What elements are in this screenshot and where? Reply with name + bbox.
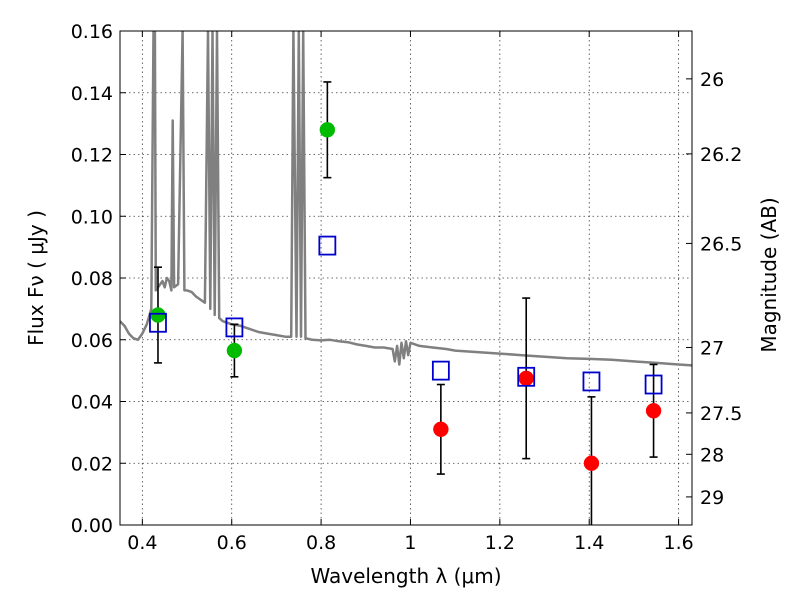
y-tick-label: 0.02 [71,453,113,475]
x-tick-label: 1.4 [574,532,604,554]
model-square [644,374,663,395]
model-square [431,360,450,381]
x-tick-label: 0.6 [217,532,247,554]
x-tick-label: 0.8 [306,532,336,554]
y2-tick-label: 26.5 [700,233,742,255]
model-square [582,371,601,392]
y-tick-label: 0.16 [71,21,113,43]
y2-tick-label: 28 [700,444,724,466]
x-tick-label: 0.4 [127,532,157,554]
y2-tick-label: 26 [700,69,724,91]
flux-point [433,421,449,438]
y-axis-title: Flux Fν ( μJy ) [24,210,48,346]
y2-tick-label: 29 [700,487,724,509]
model-square [225,317,244,338]
spectrum-line [120,31,692,367]
model-square [517,366,536,387]
x-tick-label: 1 [404,532,416,554]
y-tick-label: 0.14 [71,83,113,105]
y-tick-label: 0.10 [71,206,113,228]
flux-point [518,370,534,387]
data-markers [149,122,663,471]
model-square [318,235,337,256]
flux-point [645,403,662,419]
y2-tick-label: 26.2 [700,144,742,166]
error-bars [153,81,658,525]
y2-tick-label: 27 [700,337,724,359]
flux-point [319,122,336,138]
model-square [149,312,167,333]
y-tick-label: 0.00 [71,515,113,537]
x-tick-label: 1.6 [663,532,693,554]
y-tick-label: 0.12 [71,145,113,167]
flux-point [583,455,600,471]
y-tick-label: 0.04 [71,392,113,414]
x-tick-label: 1.2 [485,532,515,554]
y2-tick-label: 27.5 [700,403,742,425]
flux-point [150,307,166,323]
flux-point [226,342,243,359]
y-tick-label: 0.06 [71,330,113,352]
y2-axis-title: Magnitude (AB) [757,197,781,352]
axis-ticks: 0.4 0.6 0.8 1 1.2 1.4 1.6 0.00 0.02 0.04 0.06 0.08 0… [71,21,743,554]
model-spectrum [120,31,692,367]
y-tick-label: 0.08 [71,268,113,290]
x-axis-title: Wavelength λ (μm) [310,564,501,588]
